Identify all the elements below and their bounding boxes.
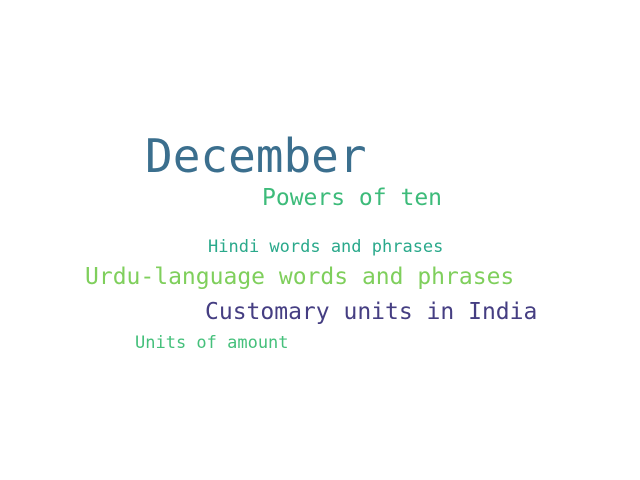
word-customary-units-in-india: Customary units in India bbox=[205, 299, 538, 325]
word-powers-of-ten: Powers of ten bbox=[262, 185, 443, 211]
word-urdu-language-words-and-phrases: Urdu-language words and phrases bbox=[85, 264, 515, 290]
word-units-of-amount: Units of amount bbox=[135, 333, 289, 353]
word-december: December bbox=[145, 129, 367, 183]
word-hindi-words-and-phrases: Hindi words and phrases bbox=[208, 237, 444, 257]
